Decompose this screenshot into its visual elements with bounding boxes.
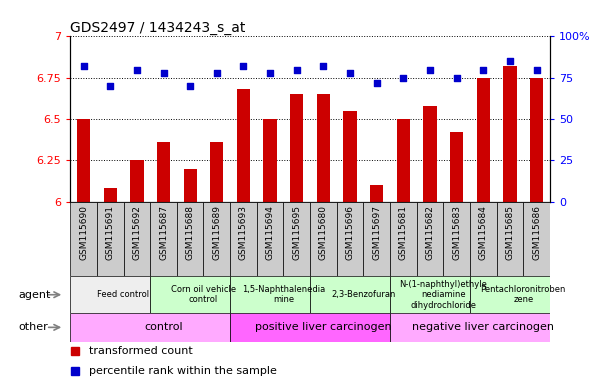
Point <box>132 66 142 73</box>
Bar <box>284 202 310 276</box>
Text: GSM115686: GSM115686 <box>532 205 541 260</box>
Bar <box>130 161 144 202</box>
Text: GSM115696: GSM115696 <box>346 205 354 260</box>
Point <box>345 70 355 76</box>
Point <box>318 63 328 69</box>
Text: GSM115688: GSM115688 <box>186 205 195 260</box>
Text: GSM115685: GSM115685 <box>505 205 514 260</box>
Text: GSM115697: GSM115697 <box>372 205 381 260</box>
Bar <box>310 202 337 276</box>
Point <box>238 63 248 69</box>
Bar <box>290 94 304 202</box>
Point <box>159 70 169 76</box>
Text: N-(1-naphthyl)ethyle
nediamine
dihydrochloride: N-(1-naphthyl)ethyle nediamine dihydroch… <box>400 280 487 310</box>
Bar <box>210 142 224 202</box>
Bar <box>390 202 417 276</box>
Bar <box>343 111 357 202</box>
Bar <box>263 119 277 202</box>
Bar <box>157 142 170 202</box>
Bar <box>150 202 177 276</box>
Text: 2,3-Benzofuran: 2,3-Benzofuran <box>331 290 395 299</box>
Point <box>425 66 435 73</box>
Point <box>532 66 541 73</box>
Bar <box>316 94 330 202</box>
Bar <box>230 202 257 276</box>
Text: Pentachloronitroben
zene: Pentachloronitroben zene <box>481 285 566 305</box>
Bar <box>310 276 390 313</box>
Point <box>185 83 195 89</box>
Bar <box>257 202 284 276</box>
Point <box>398 74 408 81</box>
Bar <box>70 276 150 313</box>
Bar <box>417 202 444 276</box>
Point <box>372 79 382 86</box>
Bar <box>77 119 90 202</box>
Bar <box>237 89 250 202</box>
Text: GSM115695: GSM115695 <box>292 205 301 260</box>
Bar <box>503 66 516 202</box>
Text: GSM115680: GSM115680 <box>319 205 328 260</box>
Text: GSM115687: GSM115687 <box>159 205 168 260</box>
Text: positive liver carcinogen: positive liver carcinogen <box>255 322 392 333</box>
Point <box>478 66 488 73</box>
Text: GSM115689: GSM115689 <box>212 205 221 260</box>
Text: transformed count: transformed count <box>89 346 193 356</box>
Text: percentile rank within the sample: percentile rank within the sample <box>89 366 277 376</box>
Text: GSM115682: GSM115682 <box>425 205 434 260</box>
Bar <box>177 202 203 276</box>
Bar <box>337 202 364 276</box>
Text: other: other <box>18 322 48 333</box>
Text: Corn oil vehicle
control: Corn oil vehicle control <box>171 285 236 305</box>
Bar <box>390 276 470 313</box>
Text: negative liver carcinogen: negative liver carcinogen <box>412 322 554 333</box>
Bar <box>470 202 497 276</box>
Bar <box>370 185 383 202</box>
Text: GSM115692: GSM115692 <box>133 205 141 260</box>
Text: 1,5-Naphthalenedia
mine: 1,5-Naphthalenedia mine <box>242 285 325 305</box>
Text: GSM115684: GSM115684 <box>479 205 488 260</box>
Bar <box>183 169 197 202</box>
Bar <box>477 78 490 202</box>
Point <box>292 66 302 73</box>
Bar <box>450 132 463 202</box>
Bar <box>230 313 390 342</box>
Bar <box>70 202 97 276</box>
Bar <box>470 276 550 313</box>
Bar <box>423 106 437 202</box>
Bar <box>497 202 523 276</box>
Bar <box>523 202 550 276</box>
Point <box>505 58 515 65</box>
Text: Feed control: Feed control <box>98 290 150 299</box>
Bar <box>203 202 230 276</box>
Bar <box>390 313 550 342</box>
Bar <box>444 202 470 276</box>
Bar <box>104 189 117 202</box>
Text: GSM115681: GSM115681 <box>399 205 408 260</box>
Text: GSM115691: GSM115691 <box>106 205 115 260</box>
Text: GSM115690: GSM115690 <box>79 205 88 260</box>
Point <box>452 74 461 81</box>
Point <box>212 70 222 76</box>
Text: GSM115693: GSM115693 <box>239 205 248 260</box>
Point <box>105 83 115 89</box>
Bar <box>123 202 150 276</box>
Bar <box>150 276 230 313</box>
Text: GSM115694: GSM115694 <box>266 205 274 260</box>
Bar <box>70 313 230 342</box>
Point <box>265 70 275 76</box>
Bar <box>364 202 390 276</box>
Bar <box>230 276 310 313</box>
Text: GDS2497 / 1434243_s_at: GDS2497 / 1434243_s_at <box>70 21 246 35</box>
Text: agent: agent <box>18 290 51 300</box>
Bar <box>97 202 123 276</box>
Text: GSM115683: GSM115683 <box>452 205 461 260</box>
Bar <box>397 119 410 202</box>
Point <box>79 63 89 69</box>
Text: control: control <box>144 322 183 333</box>
Bar <box>530 78 543 202</box>
